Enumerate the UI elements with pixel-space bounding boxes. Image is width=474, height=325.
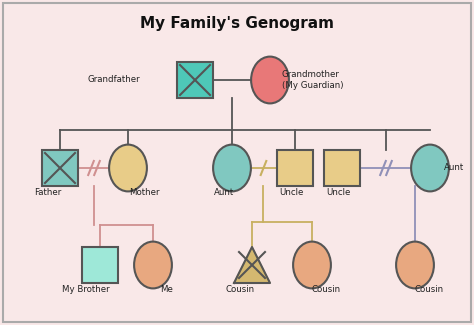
Ellipse shape xyxy=(251,57,289,103)
Text: Cousin: Cousin xyxy=(226,285,255,294)
Ellipse shape xyxy=(109,145,147,191)
Text: Father: Father xyxy=(35,188,62,197)
Text: Uncle: Uncle xyxy=(326,188,350,197)
Bar xyxy=(277,150,313,186)
Text: Uncle: Uncle xyxy=(279,188,303,197)
Bar xyxy=(42,150,78,186)
Bar xyxy=(82,247,118,283)
Text: Me: Me xyxy=(161,285,173,294)
Text: Grandfather: Grandfather xyxy=(87,75,140,84)
Text: My Family's Genogram: My Family's Genogram xyxy=(140,16,334,31)
Ellipse shape xyxy=(293,241,331,288)
Text: Cousin: Cousin xyxy=(414,285,444,294)
Text: Grandmother
(My Guardian): Grandmother (My Guardian) xyxy=(282,70,344,90)
Text: My Brother: My Brother xyxy=(62,285,110,294)
Text: Mother: Mother xyxy=(129,188,159,197)
Text: Aunt: Aunt xyxy=(444,163,464,173)
Ellipse shape xyxy=(411,145,449,191)
Text: Cousin: Cousin xyxy=(311,285,340,294)
Text: Aunt: Aunt xyxy=(214,188,234,197)
Ellipse shape xyxy=(396,241,434,288)
Bar xyxy=(324,150,360,186)
Ellipse shape xyxy=(134,241,172,288)
Bar xyxy=(177,62,213,98)
Ellipse shape xyxy=(213,145,251,191)
Polygon shape xyxy=(234,247,270,283)
